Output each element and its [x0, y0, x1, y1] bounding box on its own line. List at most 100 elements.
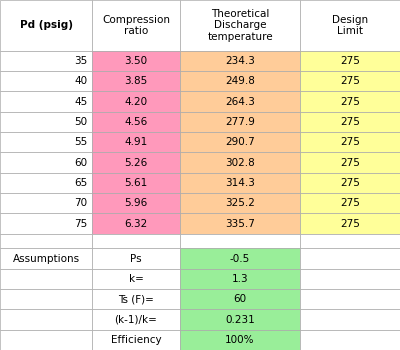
Bar: [0, 289, 92, 309]
Bar: [300, 309, 400, 330]
Bar: [92, 330, 180, 350]
Bar: [92, 289, 180, 309]
Bar: [92, 269, 180, 289]
Bar: [180, 71, 300, 91]
Text: 65: 65: [74, 178, 87, 188]
Bar: [180, 309, 300, 330]
Text: Theoretical
Discharge
temperature: Theoretical Discharge temperature: [207, 9, 273, 42]
Bar: [0, 112, 92, 132]
Text: 60: 60: [234, 294, 246, 304]
Bar: [180, 152, 300, 173]
Text: 60: 60: [74, 158, 87, 168]
Text: 275: 275: [340, 198, 360, 208]
Bar: [92, 173, 180, 193]
Text: Pd (psig): Pd (psig): [20, 20, 72, 30]
Bar: [300, 330, 400, 350]
Bar: [300, 71, 400, 91]
Bar: [0, 51, 92, 71]
Text: 4.56: 4.56: [124, 117, 148, 127]
Bar: [0, 214, 92, 234]
Bar: [92, 152, 180, 173]
Text: 275: 275: [340, 97, 360, 106]
Text: 5.96: 5.96: [124, 198, 148, 208]
Bar: [92, 234, 180, 248]
Text: 4.91: 4.91: [124, 137, 148, 147]
Text: 5.26: 5.26: [124, 158, 148, 168]
Bar: [300, 152, 400, 173]
Text: 314.3: 314.3: [225, 178, 255, 188]
Bar: [300, 132, 400, 152]
Text: 6.32: 6.32: [124, 218, 148, 229]
Text: Ts (F)=: Ts (F)=: [118, 294, 154, 304]
Text: -0.5: -0.5: [230, 253, 250, 264]
Bar: [300, 248, 400, 269]
Text: 275: 275: [340, 158, 360, 168]
Bar: [180, 214, 300, 234]
Bar: [92, 309, 180, 330]
Text: 275: 275: [340, 76, 360, 86]
Bar: [0, 152, 92, 173]
Bar: [0, 0, 92, 51]
Text: Efficiency: Efficiency: [111, 335, 161, 345]
Bar: [92, 248, 180, 269]
Bar: [300, 0, 400, 51]
Text: 40: 40: [74, 76, 87, 86]
Text: 1.3: 1.3: [232, 274, 248, 284]
Bar: [0, 91, 92, 112]
Bar: [0, 132, 92, 152]
Text: 325.2: 325.2: [225, 198, 255, 208]
Text: 0.231: 0.231: [225, 315, 255, 324]
Bar: [180, 173, 300, 193]
Text: 5.61: 5.61: [124, 178, 148, 188]
Bar: [92, 0, 180, 51]
Bar: [180, 91, 300, 112]
Bar: [300, 91, 400, 112]
Bar: [300, 214, 400, 234]
Text: 275: 275: [340, 56, 360, 66]
Bar: [0, 269, 92, 289]
Bar: [300, 112, 400, 132]
Text: Ps: Ps: [130, 253, 142, 264]
Text: 3.50: 3.50: [124, 56, 148, 66]
Bar: [300, 173, 400, 193]
Text: 277.9: 277.9: [225, 117, 255, 127]
Text: Compression
ratio: Compression ratio: [102, 15, 170, 36]
Text: 275: 275: [340, 178, 360, 188]
Bar: [180, 234, 300, 248]
Bar: [180, 330, 300, 350]
Text: 249.8: 249.8: [225, 76, 255, 86]
Text: 264.3: 264.3: [225, 97, 255, 106]
Bar: [180, 289, 300, 309]
Bar: [92, 91, 180, 112]
Text: 302.8: 302.8: [225, 158, 255, 168]
Bar: [0, 71, 92, 91]
Bar: [300, 51, 400, 71]
Text: 3.85: 3.85: [124, 76, 148, 86]
Text: 4.20: 4.20: [124, 97, 148, 106]
Bar: [180, 51, 300, 71]
Text: 290.7: 290.7: [225, 137, 255, 147]
Text: k=: k=: [128, 274, 144, 284]
Bar: [300, 193, 400, 214]
Text: 55: 55: [74, 137, 87, 147]
Text: 70: 70: [74, 198, 87, 208]
Bar: [180, 0, 300, 51]
Bar: [0, 173, 92, 193]
Bar: [300, 289, 400, 309]
Text: (k-1)/k=: (k-1)/k=: [114, 315, 158, 324]
Bar: [92, 112, 180, 132]
Text: 45: 45: [74, 97, 87, 106]
Bar: [92, 71, 180, 91]
Text: 335.7: 335.7: [225, 218, 255, 229]
Bar: [92, 193, 180, 214]
Text: 100%: 100%: [225, 335, 255, 345]
Bar: [180, 112, 300, 132]
Bar: [92, 214, 180, 234]
Bar: [0, 234, 92, 248]
Bar: [180, 269, 300, 289]
Bar: [0, 248, 92, 269]
Text: 35: 35: [74, 56, 87, 66]
Bar: [0, 193, 92, 214]
Bar: [300, 269, 400, 289]
Text: 75: 75: [74, 218, 87, 229]
